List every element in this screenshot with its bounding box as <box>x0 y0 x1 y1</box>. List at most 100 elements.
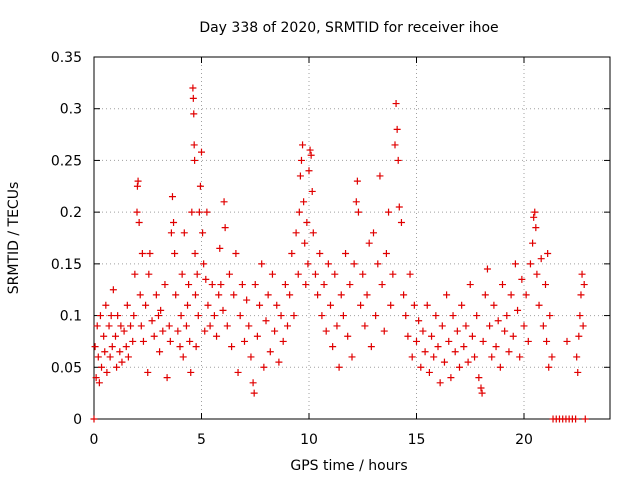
data-point <box>576 312 584 320</box>
data-point <box>170 218 178 226</box>
data-point <box>300 198 308 206</box>
data-point <box>410 301 418 309</box>
data-point <box>391 141 399 149</box>
data-point <box>219 306 227 314</box>
data-point <box>530 213 538 221</box>
data-point <box>167 229 175 237</box>
data-point <box>421 348 429 356</box>
data-point <box>402 312 410 320</box>
data-point <box>376 172 384 180</box>
plot-frame <box>93 56 611 420</box>
data-point <box>249 379 257 387</box>
data-point <box>533 270 541 278</box>
data-point <box>148 317 156 325</box>
data-point <box>468 332 476 340</box>
data-point <box>220 198 228 206</box>
data-point <box>271 327 279 335</box>
data-point <box>198 148 205 156</box>
data-point <box>490 301 498 309</box>
data-point <box>522 291 530 299</box>
data-point <box>460 343 468 351</box>
data-point <box>348 353 356 361</box>
data-point <box>434 343 442 351</box>
data-point <box>516 353 524 361</box>
data-point <box>247 353 255 361</box>
data-point <box>509 332 517 340</box>
data-point <box>172 291 180 299</box>
data-point <box>133 208 141 216</box>
data-point <box>260 363 268 371</box>
data-point <box>542 281 549 289</box>
data-point <box>161 281 169 289</box>
data-point <box>256 301 264 309</box>
data-point <box>543 337 551 345</box>
data-point <box>268 270 276 278</box>
data-point <box>304 260 312 268</box>
data-point <box>575 332 583 340</box>
data-point <box>413 337 420 345</box>
data-point <box>232 250 240 258</box>
data-point <box>425 368 433 376</box>
data-point <box>95 379 103 387</box>
data-point <box>139 337 147 345</box>
data-point <box>186 337 194 345</box>
data-point <box>486 322 494 330</box>
x-tick-label: 15 <box>408 432 426 448</box>
data-point <box>136 291 144 299</box>
data-point <box>201 327 209 335</box>
data-point <box>393 125 401 133</box>
data-point <box>223 322 231 330</box>
data-point <box>184 301 192 309</box>
data-point <box>302 281 310 289</box>
data-point <box>307 151 315 159</box>
data-point <box>225 270 233 278</box>
data-point <box>195 208 203 216</box>
data-point <box>288 250 296 258</box>
data-point <box>415 317 423 325</box>
data-point <box>539 322 547 330</box>
data-point <box>367 343 375 351</box>
data-point <box>245 322 253 330</box>
data-point <box>353 177 361 185</box>
data-point <box>156 348 164 356</box>
data-point <box>305 167 313 175</box>
data-points <box>90 84 589 423</box>
data-point <box>174 327 182 335</box>
data-point <box>163 374 171 382</box>
data-point <box>159 327 167 335</box>
data-point <box>112 332 119 340</box>
data-point <box>387 301 395 309</box>
y-tick-label: 0.05 <box>51 360 82 376</box>
data-point <box>372 312 380 320</box>
data-point <box>518 275 526 283</box>
x-tick-label: 20 <box>515 432 533 448</box>
data-point <box>309 229 317 237</box>
data-point <box>101 348 109 356</box>
data-point <box>258 260 266 268</box>
data-point <box>187 368 195 376</box>
data-point <box>262 317 270 325</box>
data-point <box>217 281 225 289</box>
data-point <box>138 250 146 258</box>
data-point <box>142 301 150 309</box>
data-point <box>438 322 446 330</box>
data-point <box>357 301 365 309</box>
data-point <box>478 389 486 397</box>
data-point <box>145 270 153 278</box>
y-tick-label: 0.25 <box>51 153 82 169</box>
data-point <box>180 229 188 237</box>
data-point <box>339 312 347 320</box>
data-point <box>400 291 408 299</box>
data-point <box>483 265 491 273</box>
data-point <box>182 322 190 330</box>
data-point <box>213 332 221 340</box>
data-point <box>188 208 196 216</box>
data-point <box>579 322 587 330</box>
data-point <box>520 322 528 330</box>
data-point <box>445 337 453 345</box>
data-point <box>294 270 302 278</box>
data-point <box>273 301 281 309</box>
data-point <box>346 281 354 289</box>
data-point <box>573 353 581 361</box>
data-point <box>316 250 324 258</box>
